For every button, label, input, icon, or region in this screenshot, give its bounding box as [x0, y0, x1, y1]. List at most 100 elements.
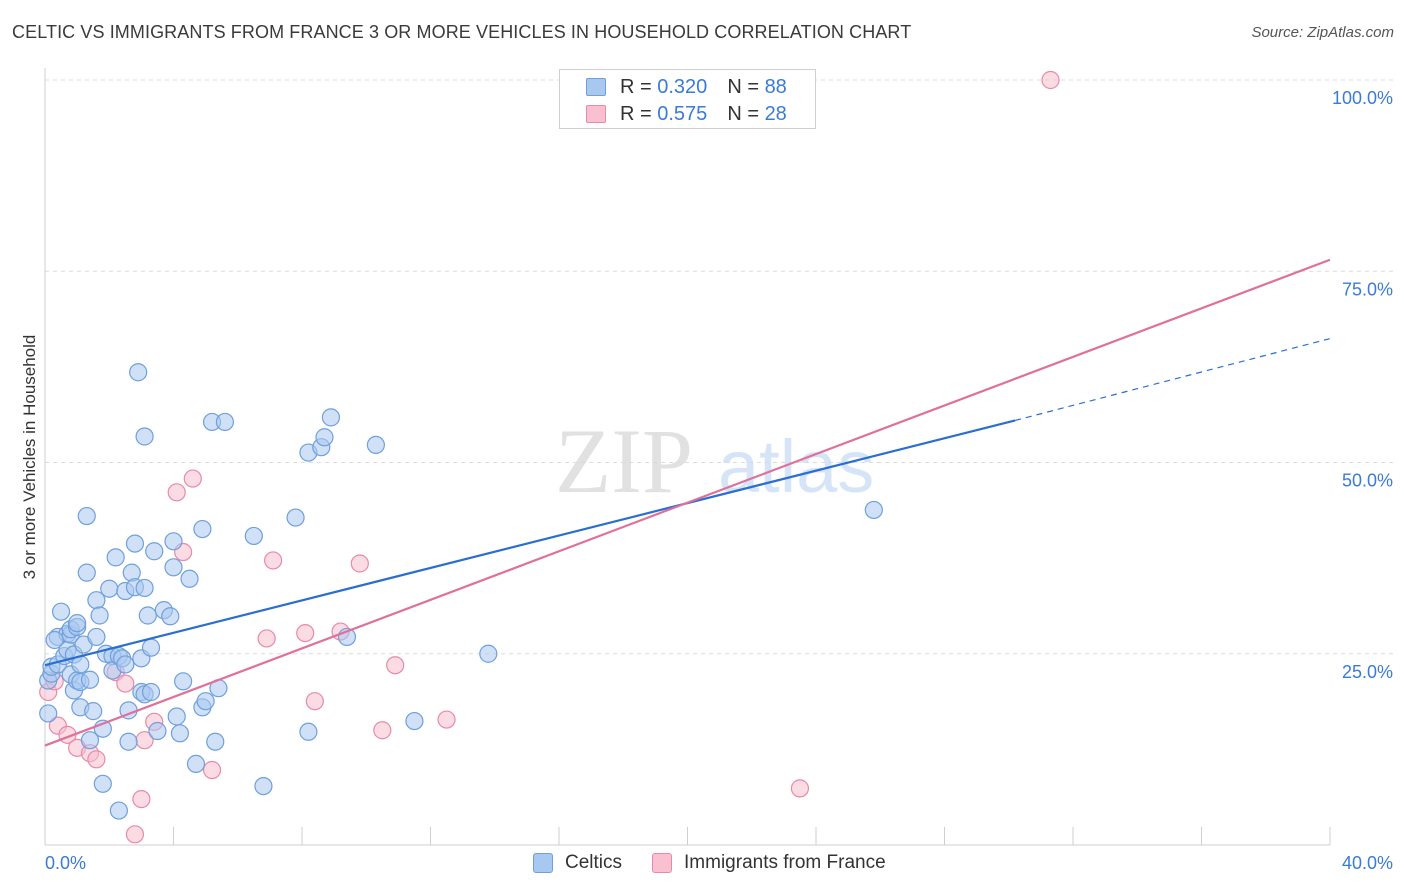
- data-point: [167, 483, 186, 502]
- legend-r-label: R =: [620, 75, 652, 98]
- y-tick-label: 50.0%: [1342, 471, 1393, 491]
- data-point: [129, 363, 148, 382]
- data-point: [77, 506, 96, 526]
- x-tick-label-min: 0.0%: [45, 853, 86, 873]
- data-point: [148, 721, 167, 741]
- data-point: [864, 500, 883, 520]
- data-point: [93, 774, 112, 793]
- data-point: [193, 519, 212, 539]
- data-point: [263, 551, 283, 570]
- data-point: [257, 629, 276, 648]
- data-point: [135, 578, 154, 598]
- y-tick-label: 75.0%: [1342, 279, 1393, 299]
- y-tick-label: 25.0%: [1342, 662, 1393, 682]
- data-point: [100, 579, 119, 598]
- data-point: [80, 670, 100, 689]
- correlation-legend: R = 0.320 N = 88 R = 0.575 N = 28: [559, 69, 816, 129]
- legend-n-label: N =: [727, 75, 759, 98]
- x-tick-label-max: 40.0%: [1342, 853, 1393, 873]
- source-label: Source: ZipAtlas.com: [1251, 24, 1394, 41]
- data-point: [87, 627, 106, 647]
- data-point: [84, 702, 103, 721]
- data-point: [321, 408, 341, 427]
- data-point: [254, 776, 273, 796]
- data-point: [51, 602, 71, 621]
- legend-swatch-france: [652, 853, 673, 873]
- data-point: [386, 656, 405, 675]
- data-point: [206, 732, 225, 751]
- data-point: [373, 721, 392, 740]
- grid-lines: [44, 79, 1393, 845]
- data-point: [215, 412, 234, 432]
- y-axis-label: 3 or more Vehicles in Household: [20, 334, 39, 580]
- legend-item-celtics[interactable]: Celtics: [533, 852, 622, 874]
- data-point: [141, 682, 161, 702]
- data-point: [106, 548, 125, 567]
- data-point: [170, 724, 190, 743]
- data-point: [141, 638, 161, 657]
- legend-swatch-france: [586, 105, 606, 123]
- y-tick-label: 100.0%: [1332, 88, 1393, 108]
- data-point: [45, 630, 64, 650]
- data-point: [196, 692, 215, 711]
- trend-line-extension: [1015, 337, 1331, 422]
- data-point: [80, 731, 100, 750]
- data-point: [299, 722, 318, 741]
- data-point: [138, 606, 157, 625]
- data-point: [350, 554, 369, 573]
- series-immigrants-from-france: [39, 70, 1060, 844]
- legend-r-value: 0.320: [657, 75, 708, 98]
- data-point: [125, 825, 145, 844]
- data-point: [145, 542, 164, 561]
- data-point: [164, 558, 183, 577]
- data-point: [132, 789, 151, 809]
- data-point: [161, 607, 180, 626]
- legend-r-value: 0.575: [657, 102, 708, 125]
- legend-n-value: 88: [764, 75, 787, 98]
- data-point: [183, 469, 202, 488]
- data-point: [315, 428, 334, 447]
- watermark-atlas: atlas: [718, 425, 874, 508]
- legend-label-france: Immigrants from France: [684, 852, 886, 873]
- data-point: [296, 623, 315, 643]
- data-point: [109, 801, 128, 820]
- trend-line: [44, 258, 1331, 747]
- watermark: ZIP atlas: [555, 410, 874, 512]
- data-point: [180, 569, 199, 588]
- data-point: [790, 779, 810, 798]
- data-point: [116, 655, 135, 674]
- data-point: [1041, 70, 1060, 90]
- data-point: [244, 526, 263, 546]
- legend-label-celtics: Celtics: [565, 852, 623, 873]
- data-point: [437, 710, 456, 729]
- data-point: [286, 508, 305, 527]
- legend-swatch-celtics: [533, 853, 553, 873]
- data-point: [39, 704, 58, 723]
- watermark-zip: ZIP: [555, 410, 693, 512]
- trend-line: [44, 419, 1016, 667]
- data-point: [186, 754, 206, 774]
- data-point: [366, 435, 385, 455]
- data-point: [77, 563, 96, 582]
- chart-title: CELTIC VS IMMIGRANTS FROM FRANCE 3 OR MO…: [12, 22, 912, 42]
- legend-row-celtics: R = 0.320 N = 88: [586, 75, 787, 99]
- legend-r-label: R =: [620, 102, 652, 125]
- data-point: [125, 534, 145, 553]
- data-point: [174, 672, 193, 691]
- data-point: [116, 674, 135, 693]
- legend-n-label: N =: [727, 102, 759, 125]
- data-point: [167, 707, 186, 726]
- data-point: [90, 606, 109, 625]
- data-point: [305, 692, 324, 711]
- series-legend: Celtics Immigrants from France: [533, 852, 916, 874]
- trend-lines: [44, 258, 1331, 747]
- legend-item-france[interactable]: Immigrants from France: [652, 852, 886, 874]
- data-point: [68, 614, 87, 633]
- legend-row-france: R = 0.575 N = 28: [586, 102, 787, 126]
- data-point: [119, 732, 138, 751]
- data-point: [202, 760, 222, 780]
- data-point: [87, 750, 106, 769]
- tick-labels: 25.0% 50.0% 75.0% 100.0% 0.0% 40.0%: [45, 88, 1393, 873]
- data-point: [135, 427, 154, 446]
